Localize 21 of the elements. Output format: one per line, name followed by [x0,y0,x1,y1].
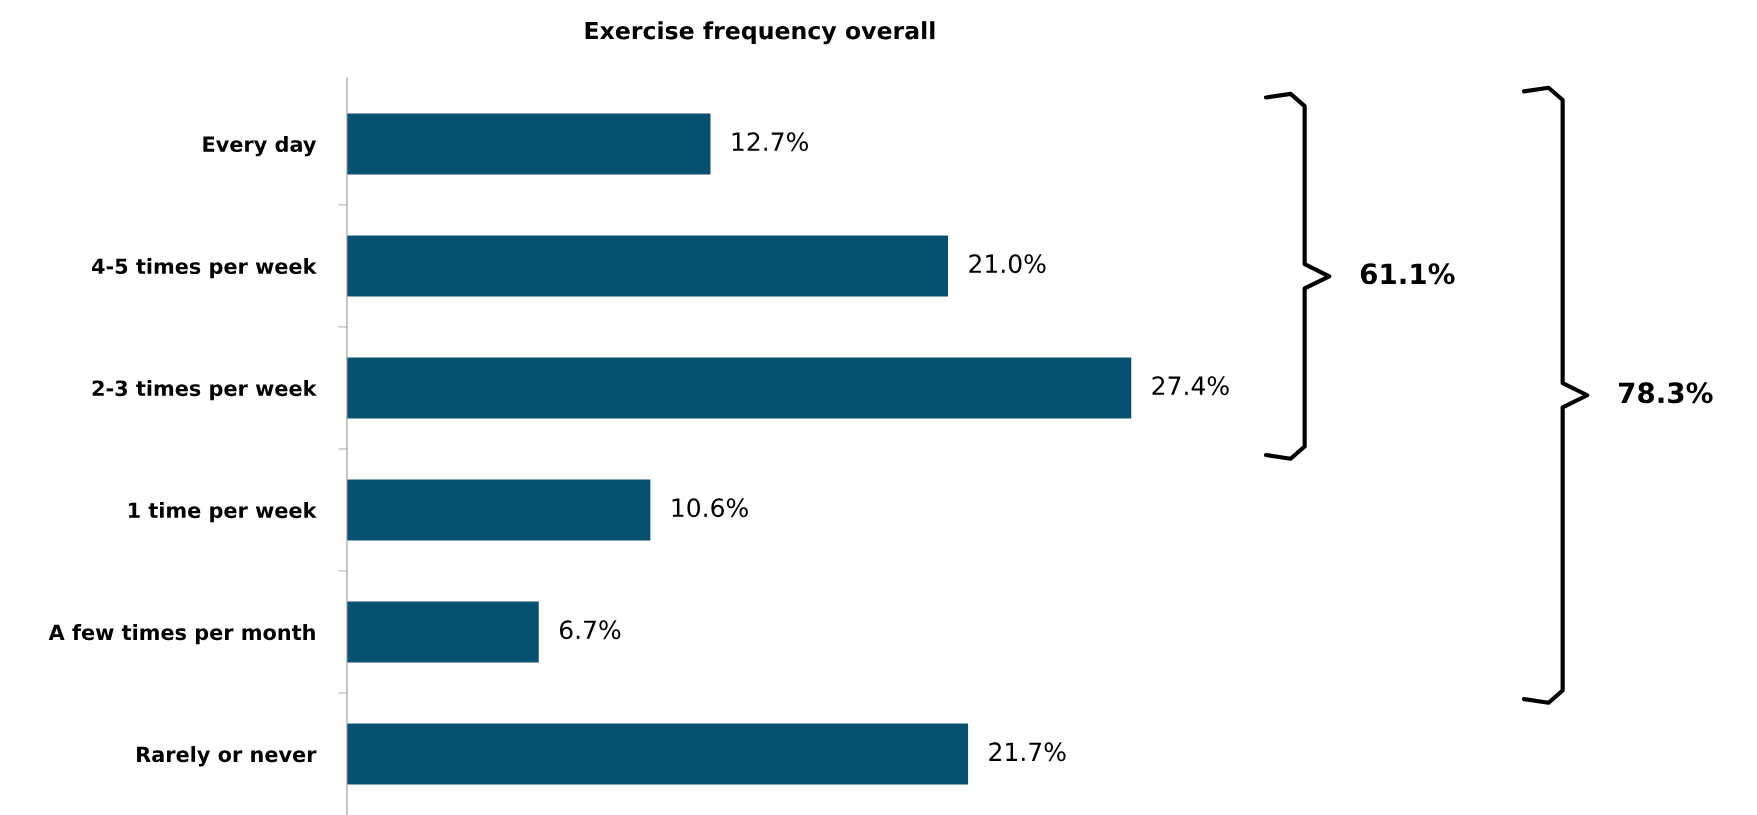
bar [347,357,1132,419]
y-tick-label: Every day [203,135,317,157]
bar [347,479,651,541]
text: 61.1% [1360,263,1455,285]
data-label: 21.7% [989,742,1066,762]
bar [347,601,539,663]
chart-title: Exercise frequency overall [585,21,935,45]
y-tick-label: Rarely or never [137,746,317,767]
bar [347,113,711,175]
data-label: 12.7% [732,132,808,152]
data-label: 27.4% [1152,376,1229,396]
bar [347,723,969,785]
y-tick-label: 1 time per week [128,502,317,523]
text: 78.3% [1618,382,1713,404]
data-label: 10.6% [672,498,748,518]
bar [347,235,949,297]
data-label: 6.7% [559,620,621,640]
y-tick-label: A few times per month [48,624,315,645]
y-tick-label: 4-5 times per week [91,258,317,279]
y-tick-label: 2-3 times per week [92,380,317,401]
data-label: 21.0% [969,254,1046,274]
